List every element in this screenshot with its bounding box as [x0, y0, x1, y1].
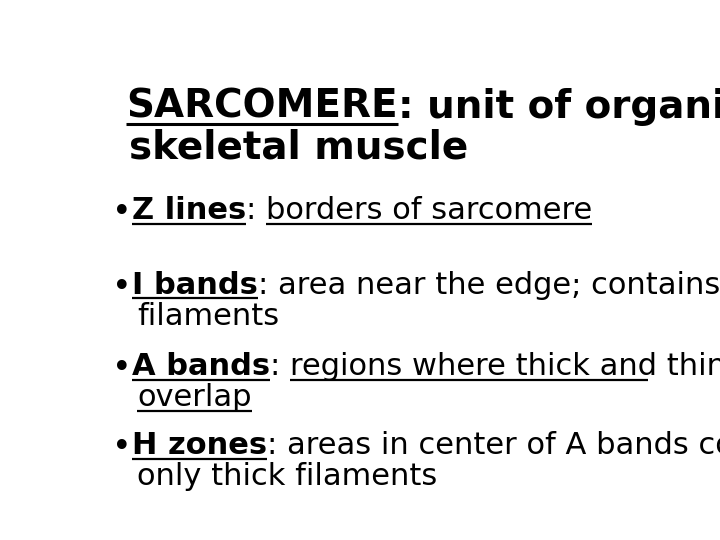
Text: filaments: filaments — [138, 302, 279, 331]
Text: :: : — [258, 271, 278, 300]
Text: •: • — [112, 196, 132, 229]
Text: overlap: overlap — [138, 383, 252, 412]
Text: : unit of organization of: : unit of organization of — [398, 87, 720, 126]
Text: regions where thick and thin filaments: regions where thick and thin filaments — [290, 352, 720, 381]
Text: only thick filaments: only thick filaments — [138, 462, 438, 491]
Text: area near the edge; contains only thin: area near the edge; contains only thin — [278, 271, 720, 300]
Text: :: : — [267, 431, 287, 460]
Text: areas in center of A bands containing: areas in center of A bands containing — [287, 431, 720, 460]
Text: SARCOMERE: SARCOMERE — [126, 87, 398, 126]
Text: •: • — [112, 431, 132, 464]
Text: H zones: H zones — [132, 431, 267, 460]
Text: •: • — [112, 352, 132, 384]
Text: borders of sarcomere: borders of sarcomere — [266, 196, 593, 225]
Text: •: • — [112, 271, 132, 303]
Text: skeletal muscle: skeletal muscle — [129, 129, 468, 167]
Text: :: : — [270, 352, 290, 381]
Text: A bands: A bands — [132, 352, 270, 381]
Text: :: : — [246, 196, 266, 225]
Text: I bands: I bands — [132, 271, 258, 300]
Text: Z lines: Z lines — [132, 196, 246, 225]
